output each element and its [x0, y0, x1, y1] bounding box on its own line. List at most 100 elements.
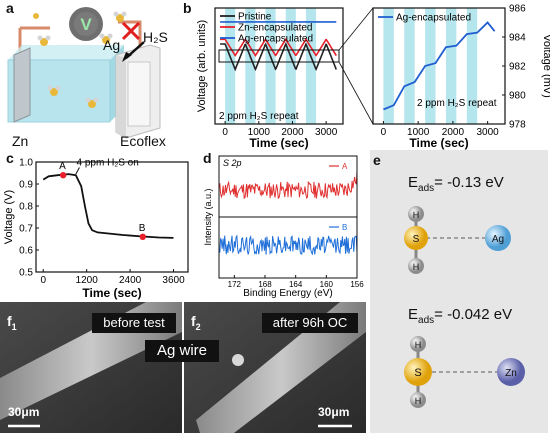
x-axis-label: Time (sec)	[82, 286, 141, 300]
ag-wire-image-after	[196, 302, 366, 433]
y-tick-label: 0.8	[19, 202, 33, 213]
h2s-exposure-band	[466, 8, 478, 124]
y-tick-label: 986	[509, 4, 526, 15]
f2-scale-bar-label: 30μm	[318, 405, 350, 419]
panel-e-background	[370, 150, 548, 433]
marker-label: A	[59, 161, 66, 172]
plot-frame	[35, 161, 189, 273]
x-tick-label: 156	[350, 280, 364, 289]
plot-frame-bottom	[218, 216, 358, 279]
chart-annotation: 2 ppm H₂S repeat	[417, 98, 497, 109]
y-tick-label: 984	[509, 33, 526, 44]
h-atom-icon	[410, 336, 426, 352]
x-tick-label: 168	[258, 280, 272, 289]
panel-d-label: d	[203, 150, 212, 166]
h2s-exposure-band	[305, 8, 317, 124]
h2s-exposure-band	[383, 8, 394, 124]
panel-b-charts: 0 1000 2000 3000 0 1000 2000 3000 978 980 982 984 98…	[196, 4, 550, 151]
legend-entry: B	[342, 223, 347, 232]
panel-e-label: e	[373, 152, 381, 168]
eads-value-ag: Eads= -0.13 eV	[408, 174, 504, 194]
y-tick-label: 1.0	[19, 158, 33, 169]
h2s-exposure-band	[445, 8, 457, 124]
chart-title: S 2p	[223, 158, 242, 168]
s-atom-icon	[404, 226, 428, 250]
x-tick-label: 0	[222, 127, 228, 138]
x-tick-label: 2400	[119, 275, 142, 286]
h2s-label: H₂S	[143, 29, 168, 45]
h2s-exposure-band	[285, 8, 296, 124]
eads-value-zn: Eads= -0.042 eV	[408, 306, 513, 326]
panel-e-molecules: H H S Ag H H S Zn	[404, 206, 525, 408]
voltmeter-label: V	[80, 15, 92, 34]
legend-entry: Pristine	[238, 12, 272, 23]
svg-text:H: H	[415, 340, 422, 350]
panel-f1-label: f1	[7, 313, 17, 332]
y-axis-label: Voltage (mV)	[541, 34, 550, 98]
ag-wire-label: Ag wire	[145, 340, 219, 362]
panel-a-schematic: V Ag H₂S Zn Ecoflex	[7, 7, 168, 149]
h2s-exposure-band	[265, 8, 276, 124]
h2s-exposure-band	[245, 8, 256, 124]
ag-atom-icon	[485, 225, 511, 251]
x-tick-label: 164	[289, 280, 303, 289]
y-tick-label: 982	[509, 62, 526, 73]
series-zn-encapsulated	[220, 38, 337, 57]
chart-annotation: 4 ppm H₂S on	[77, 157, 139, 168]
legend-entry: Ag-encapsulated	[238, 34, 313, 45]
x-axis-label: Time (sec)	[409, 136, 468, 150]
y-tick-label: 0.7	[19, 224, 33, 235]
svg-text:Zn: Zn	[505, 368, 517, 379]
blocked-x-icon	[121, 21, 141, 41]
series-b	[218, 234, 358, 256]
h-atom-icon	[408, 258, 424, 274]
x-tick-label: 1000	[407, 127, 430, 138]
annotation-arrow	[75, 167, 80, 175]
s-atom-icon	[404, 358, 432, 386]
x-axis-label: Time (sec)	[249, 136, 308, 150]
x-tick-label: 2000	[442, 127, 465, 138]
svg-text:S: S	[413, 234, 420, 245]
f1-scale-bar-label: 30μm	[8, 405, 40, 419]
h-atom-icon	[408, 206, 424, 222]
panel-c-label: c	[6, 150, 14, 166]
x-tick-label: 172	[228, 280, 242, 289]
x-tick-label: 3000	[315, 127, 338, 138]
series-a	[218, 171, 358, 200]
x-tick-label: 0	[381, 127, 387, 138]
f1-caption: before test	[92, 313, 176, 333]
y-tick-label: 980	[509, 91, 526, 102]
panel-d-chart: A B 172 168 164 160 156 S 2p Binding Energy (eV)…	[203, 155, 364, 299]
zn-plate	[13, 47, 31, 123]
x-axis-label: Binding Energy (eV)	[243, 288, 333, 299]
x-tick-label: 3600	[162, 275, 185, 286]
panel-c-chart: 0 1200 2400 3600 0.5 0.6 0.7 0.8 0.9 1.0 A B 4 ppm H…	[3, 157, 189, 300]
x-tick-label: 160	[320, 280, 334, 289]
series-ag-encapsulated	[383, 21, 496, 111]
y-tick-label: 0.9	[19, 180, 33, 191]
zoom-line	[338, 61, 374, 125]
marker-a	[59, 172, 67, 179]
h2s-exposure-band	[404, 8, 415, 124]
x-tick-label: 2000	[281, 127, 304, 138]
x-tick-label: 3000	[477, 127, 500, 138]
f2-caption: after 96h OC	[262, 313, 358, 333]
y-tick-label: 978	[509, 120, 526, 131]
y-tick-label: 0.6	[19, 246, 33, 257]
y-axis-label: Voltage (V)	[3, 190, 15, 244]
h-atom-icon	[410, 392, 426, 408]
zn-label: Zn	[12, 133, 28, 149]
svg-text:H: H	[415, 396, 422, 406]
series-voltage	[42, 173, 174, 239]
zn-atom-icon	[497, 358, 525, 386]
x-tick-label: 1200	[76, 275, 99, 286]
panel-a-label: a	[6, 0, 14, 16]
h2s-molecules-icon	[33, 11, 127, 108]
zoom-line	[338, 7, 374, 51]
x-tick-label: 1000	[248, 127, 271, 138]
y-tick-label: 0.5	[19, 268, 33, 279]
x-tick-label: 0	[40, 275, 46, 286]
marker-label: B	[139, 223, 146, 234]
legend-entry: Zn-encapsulated	[238, 23, 313, 34]
svg-text:H: H	[413, 262, 420, 272]
